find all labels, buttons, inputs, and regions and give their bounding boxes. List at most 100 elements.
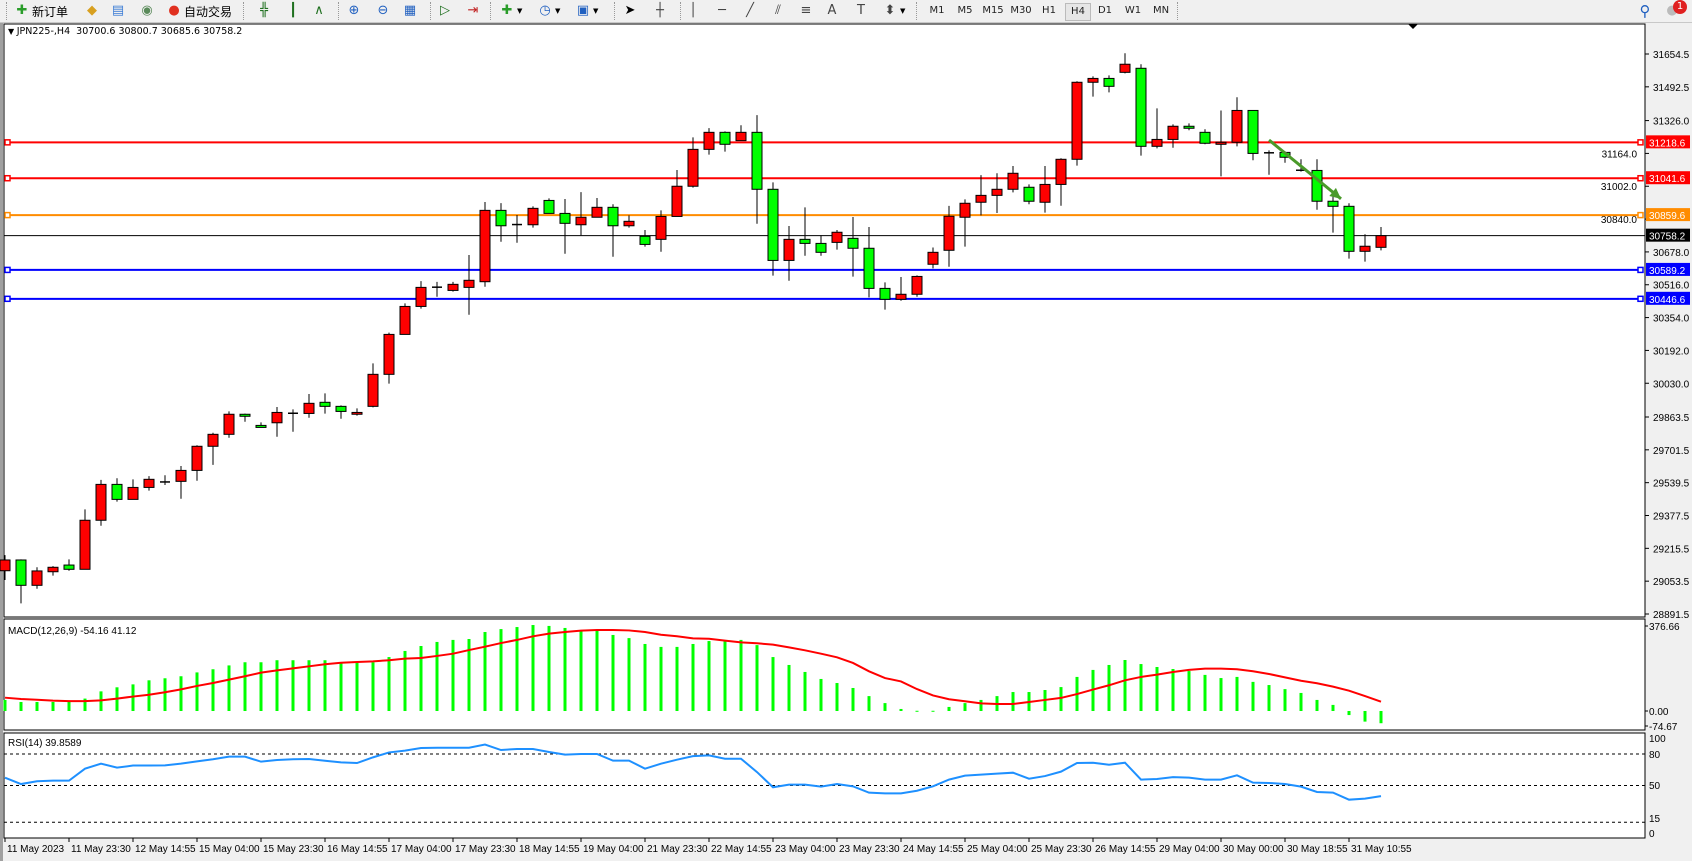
timeframe-mn[interactable]: MN: [1152, 5, 1170, 16]
gold-bars-icon: ◆: [87, 3, 97, 18]
candle-bearish: [847, 237, 859, 249]
timeframe-h4[interactable]: H4: [1065, 3, 1091, 21]
timeframe-d1[interactable]: D1: [1097, 5, 1113, 16]
time-label: 26 May 14:55: [1095, 844, 1156, 855]
macd-histogram-bar: [227, 665, 231, 711]
candle-bullish: [271, 411, 283, 424]
fibonacci-button[interactable]: ≡: [798, 2, 814, 20]
line-chart-button[interactable]: ∧: [311, 2, 327, 20]
candle-bullish: [95, 483, 107, 521]
price-tick-label: 31326.0: [1653, 117, 1690, 128]
pivot-price-label-bg: [1646, 208, 1690, 222]
macd-histogram-bar: [1331, 704, 1335, 711]
time-label: 17 May 04:00: [391, 844, 452, 855]
macd-histogram-bar: [659, 646, 663, 711]
candle-bullish: [463, 279, 475, 288]
terminal-button[interactable]: ▤: [110, 2, 126, 20]
window-left-edge: [0, 23, 3, 861]
candlestick-chart-button[interactable]: ┃: [285, 2, 301, 20]
gold-button[interactable]: ◆: [84, 2, 100, 20]
macd-histogram-bar: [51, 701, 55, 711]
dropdown-arrow-icon[interactable]: ▼: [900, 7, 906, 15]
auto-trading-button[interactable]: ● 自动交易: [166, 2, 232, 20]
timeframe-m15[interactable]: M15: [982, 5, 1004, 16]
crosshair-button[interactable]: ┼: [652, 2, 668, 20]
time-label: 23 May 04:00: [775, 844, 836, 855]
toolbar: ✚ 新订单 ◆ ▤ ◉ ● 自动交易 ╬ ┃ ∧ ⊕ ⊖ ▦ ▷ ⇥ ✚ ▼ ◷ ▼ ▣ ▼ ➤ ┼ │ ─ ╱ ⫽ ≡ A T ⬍ ▼ M1…: [0, 0, 1692, 23]
vertical-line-button[interactable]: │: [685, 2, 701, 20]
indicators-button[interactable]: ✚ ▼: [499, 2, 523, 20]
zoom-out-button[interactable]: ⊖: [375, 2, 391, 20]
periods-button[interactable]: ◷ ▼: [537, 2, 560, 20]
price-tick-label: 30678.0: [1653, 248, 1690, 259]
macd-histogram-bar: [707, 641, 711, 711]
price-tick-label: 29053.5: [1653, 577, 1690, 588]
macd-histogram-bar: [867, 696, 871, 711]
signals-button[interactable]: ◉: [139, 2, 155, 20]
chart-window[interactable]: 31654.5 31492.5 31326.0 31164.0 31002.0 30840…: [0, 23, 1692, 861]
chart-shift-button[interactable]: ▷: [437, 2, 453, 20]
macd-histogram-bar: [163, 678, 167, 711]
candle-bullish: [895, 293, 907, 300]
price-tick-label: 30516.0: [1653, 281, 1690, 292]
timeframe-m30[interactable]: M30: [1010, 5, 1032, 16]
cursor-icon: ➤: [624, 3, 636, 18]
candle-bearish: [1023, 186, 1035, 202]
candle-bullish: [831, 231, 843, 243]
search-button[interactable]: ⚲: [1637, 2, 1653, 20]
collapse-triangle-icon[interactable]: ▼: [8, 27, 17, 36]
macd-histogram-bar: [195, 672, 199, 711]
trendline-icon: ╱: [746, 3, 754, 18]
candle-bullish: [1039, 183, 1051, 203]
dropdown-arrow-icon[interactable]: ▼: [517, 7, 523, 15]
candle-bearish: [639, 235, 651, 245]
trendline-button[interactable]: ╱: [742, 2, 758, 20]
timeframe-w1[interactable]: W1: [1124, 5, 1142, 16]
cursor-button[interactable]: ➤: [622, 2, 638, 20]
macd-signal-line: [4, 628, 1382, 706]
candle-bearish: [863, 247, 875, 289]
horizontal-line-button[interactable]: ─: [714, 2, 730, 20]
text-label-button[interactable]: T: [853, 2, 869, 20]
time-label: 15 May 04:00: [199, 844, 260, 855]
resistance-price-label: 31218.6: [1649, 138, 1686, 149]
timeframe-h1[interactable]: H1: [1042, 5, 1056, 16]
auto-scroll-button[interactable]: ⇥: [465, 2, 481, 20]
candle-bullish: [447, 283, 459, 291]
line-handle: [1637, 295, 1644, 303]
macd-histogram-bar: [179, 676, 183, 711]
symbol-timeframe: JPN225-,H4: [16, 26, 71, 37]
rsi-line: [4, 743, 1382, 801]
macd-histogram-bar: [435, 641, 439, 711]
equidistant-channel-button[interactable]: ⫽: [770, 2, 786, 20]
macd-histogram-bar: [1155, 666, 1159, 711]
dropdown-arrow-icon[interactable]: ▼: [593, 7, 599, 15]
candle-bullish: [0, 559, 11, 572]
macd-histogram-bar: [883, 703, 887, 711]
chart-header: ▼ JPN225-,H4 30700.6 30800.7 30685.6 307…: [8, 26, 242, 37]
candle-bullish: [175, 469, 187, 482]
notifications-button[interactable]: ● 1: [1664, 0, 1687, 20]
candle-bullish: [303, 402, 315, 414]
templates-button[interactable]: ▣ ▼: [575, 2, 599, 20]
rsi-tick-label: 15: [1649, 814, 1661, 825]
arrows-button[interactable]: ⬍ ▼: [882, 2, 906, 20]
candle-bullish: [527, 207, 539, 226]
timeframe-m5[interactable]: M5: [957, 5, 973, 16]
bar-chart-button[interactable]: ╬: [256, 2, 272, 20]
zoom-in-button[interactable]: ⊕: [346, 2, 362, 20]
candle-bullish: [1071, 81, 1083, 160]
timeframe-m1[interactable]: M1: [929, 5, 945, 16]
resistance-price-label-bg: [1646, 171, 1690, 185]
macd-histogram-bar: [1235, 676, 1239, 711]
text-button[interactable]: A: [824, 2, 840, 20]
candle-bearish: [1135, 67, 1147, 147]
tile-windows-button[interactable]: ▦: [402, 2, 418, 20]
candle-bearish: [63, 564, 75, 570]
price-tick-label: 30192.0: [1653, 346, 1690, 357]
toolbar-separator: [430, 2, 432, 20]
candle-bullish: [479, 209, 491, 283]
new-order-button[interactable]: ✚ 新订单: [14, 2, 68, 20]
support-price-label-bg: [1646, 291, 1690, 305]
dropdown-arrow-icon[interactable]: ▼: [555, 7, 561, 15]
